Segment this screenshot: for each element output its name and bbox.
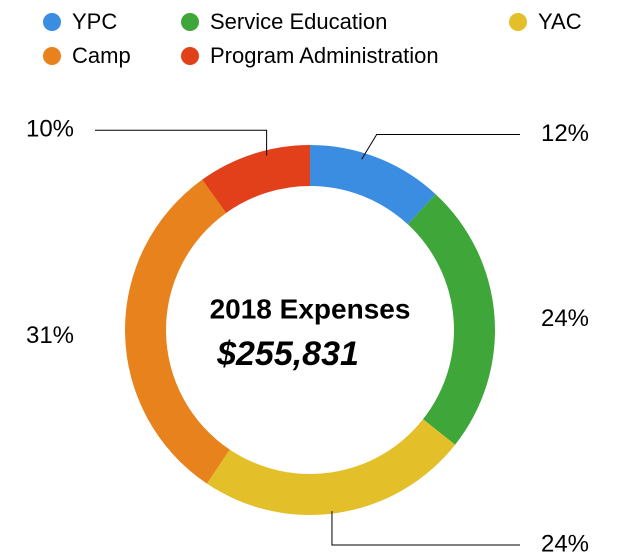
legend-swatch: [181, 47, 199, 65]
data-label: 31%: [26, 322, 74, 349]
donut-segment: [407, 194, 495, 445]
center-value: $255,831: [216, 335, 359, 373]
legend-label: YPC: [72, 9, 117, 34]
data-label: 24%: [541, 530, 589, 555]
legend-swatch: [181, 13, 199, 31]
leader-line: [95, 129, 268, 156]
legend-label: Program Administration: [210, 43, 439, 68]
donut-segment: [310, 145, 436, 225]
legend-swatch: [43, 13, 61, 31]
leader-line: [361, 134, 520, 160]
legend-label: Service Education: [210, 9, 387, 34]
data-label: 12%: [541, 120, 589, 147]
data-label: 24%: [541, 305, 589, 332]
legend-label: YAC: [538, 9, 582, 34]
donut-segment: [202, 145, 310, 213]
leader-line: [331, 511, 520, 546]
donut-segment: [125, 179, 230, 484]
legend-swatch: [43, 47, 61, 65]
center-title: 2018 Expenses: [210, 293, 411, 324]
legend-label: Camp: [72, 43, 131, 68]
donut-segment: [206, 419, 456, 515]
legend-swatch: [509, 13, 527, 31]
data-label: 10%: [26, 116, 74, 143]
